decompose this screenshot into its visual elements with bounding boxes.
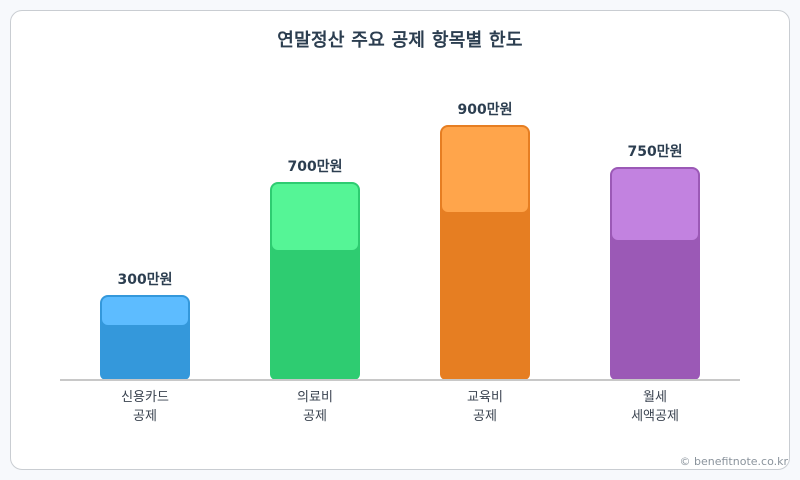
bar-highlight (102, 297, 188, 325)
bar-highlight (612, 169, 698, 240)
category-label: 의료비 공제 (297, 390, 333, 424)
value-label: 750만원 (627, 144, 683, 160)
bar (610, 167, 700, 380)
credit-text: © benefitnote.co.kr (679, 455, 788, 468)
value-label: 700만원 (287, 159, 343, 175)
category-label: 월세 세액공제 (631, 390, 679, 424)
bar (100, 295, 190, 380)
bar (270, 182, 360, 380)
category-label: 교육비 공제 (467, 390, 503, 424)
bar (440, 125, 530, 380)
value-label: 300만원 (117, 272, 173, 288)
chart-title: 연말정산 주요 공제 항목별 한도 (277, 30, 523, 51)
bar-highlight (272, 184, 358, 250)
bar-highlight (442, 127, 528, 212)
value-label: 900만원 (457, 102, 513, 118)
x-axis-baseline (60, 379, 740, 381)
category-label: 신용카드 공제 (121, 390, 169, 424)
